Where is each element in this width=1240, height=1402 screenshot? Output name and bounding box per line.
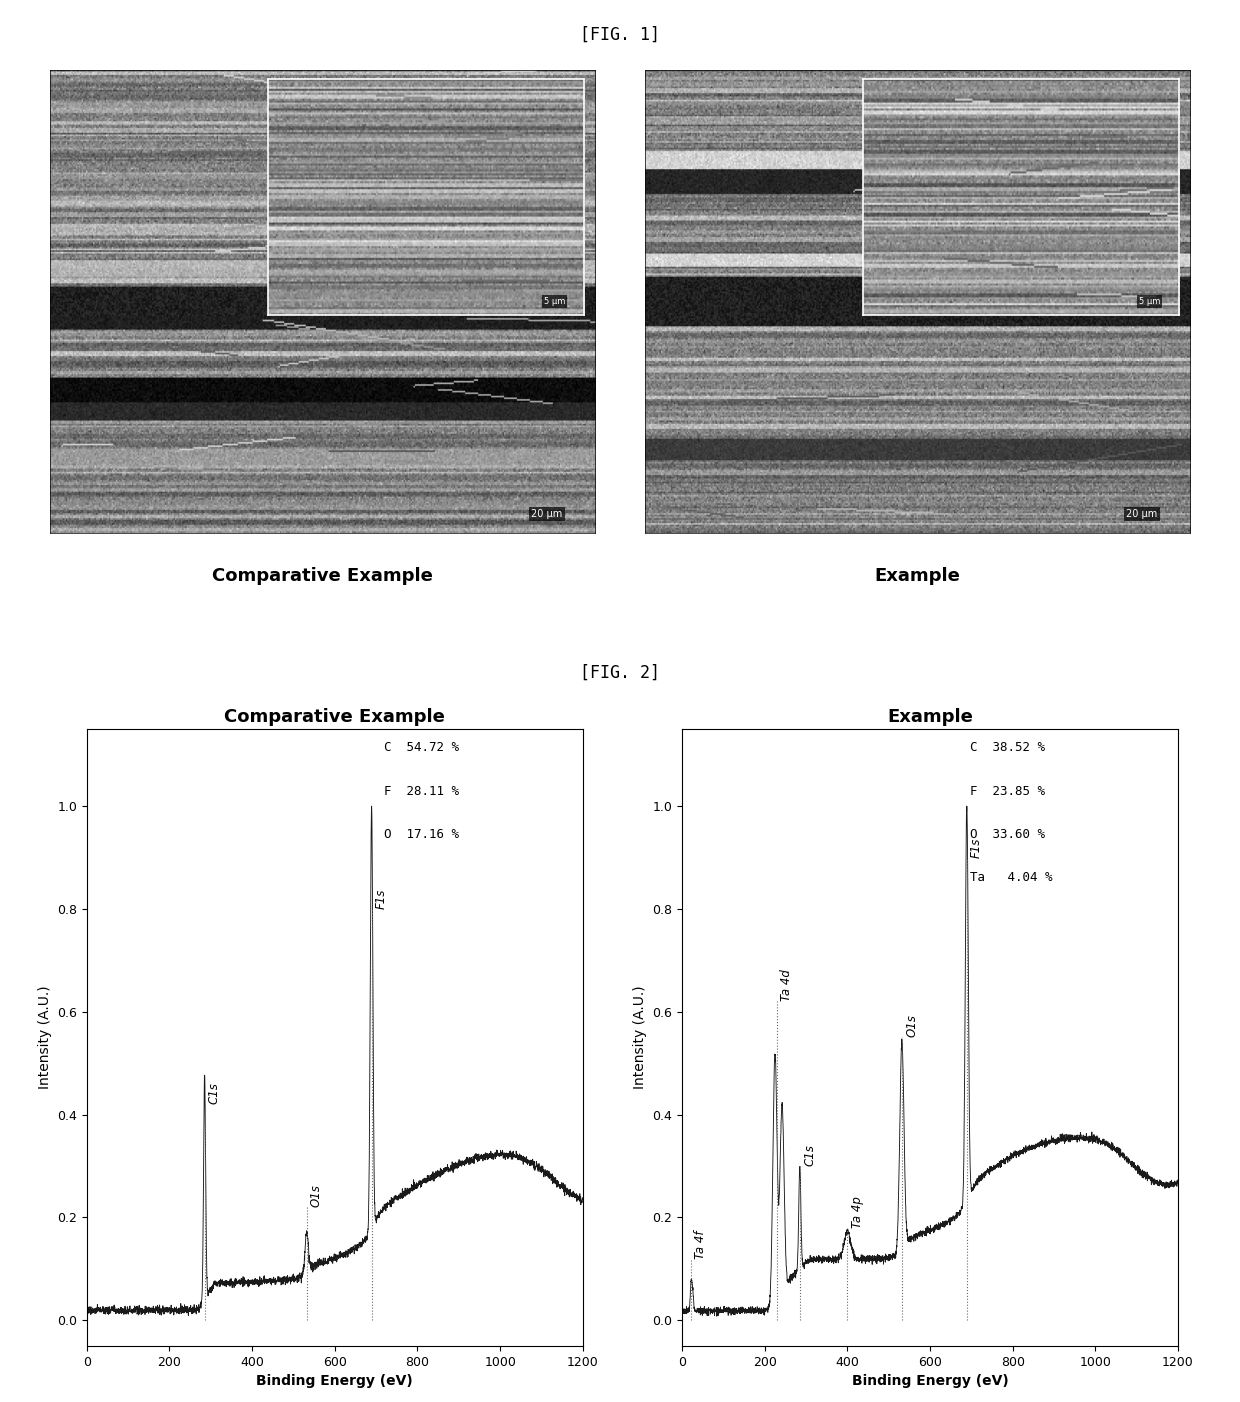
Text: F  23.85 %: F 23.85 %: [970, 785, 1044, 798]
Text: F1s: F1s: [970, 837, 983, 858]
Text: 20 μm: 20 μm: [531, 509, 563, 519]
Text: F  28.11 %: F 28.11 %: [384, 785, 459, 798]
Text: C  38.52 %: C 38.52 %: [970, 742, 1044, 754]
Text: F1s: F1s: [374, 889, 388, 908]
Text: Ta 4p: Ta 4p: [851, 1196, 863, 1228]
Text: O  17.16 %: O 17.16 %: [384, 827, 459, 841]
Text: [FIG. 2]: [FIG. 2]: [580, 665, 660, 681]
Title: Comparative Example: Comparative Example: [224, 708, 445, 726]
Y-axis label: Intensity (A.U.): Intensity (A.U.): [37, 986, 52, 1089]
X-axis label: Binding Energy (eV): Binding Energy (eV): [257, 1374, 413, 1388]
Text: O  33.60 %: O 33.60 %: [970, 827, 1044, 841]
Text: Ta 4f: Ta 4f: [694, 1230, 707, 1259]
Text: [FIG. 1]: [FIG. 1]: [580, 27, 660, 43]
Text: C1s: C1s: [804, 1144, 816, 1166]
Text: Ta 4d: Ta 4d: [780, 970, 794, 1001]
Text: Ta   4.04 %: Ta 4.04 %: [970, 871, 1053, 883]
Text: C  54.72 %: C 54.72 %: [384, 742, 459, 754]
X-axis label: Binding Energy (eV): Binding Energy (eV): [852, 1374, 1008, 1388]
Y-axis label: Intensity (A.U.): Intensity (A.U.): [632, 986, 647, 1089]
Text: 20 μm: 20 μm: [1126, 509, 1158, 519]
Title: Example: Example: [887, 708, 973, 726]
Text: C1s: C1s: [208, 1082, 221, 1105]
Text: O1s: O1s: [310, 1185, 322, 1207]
Text: O1s: O1s: [905, 1015, 918, 1037]
Text: Example: Example: [874, 568, 961, 585]
Text: Comparative Example: Comparative Example: [212, 568, 433, 585]
